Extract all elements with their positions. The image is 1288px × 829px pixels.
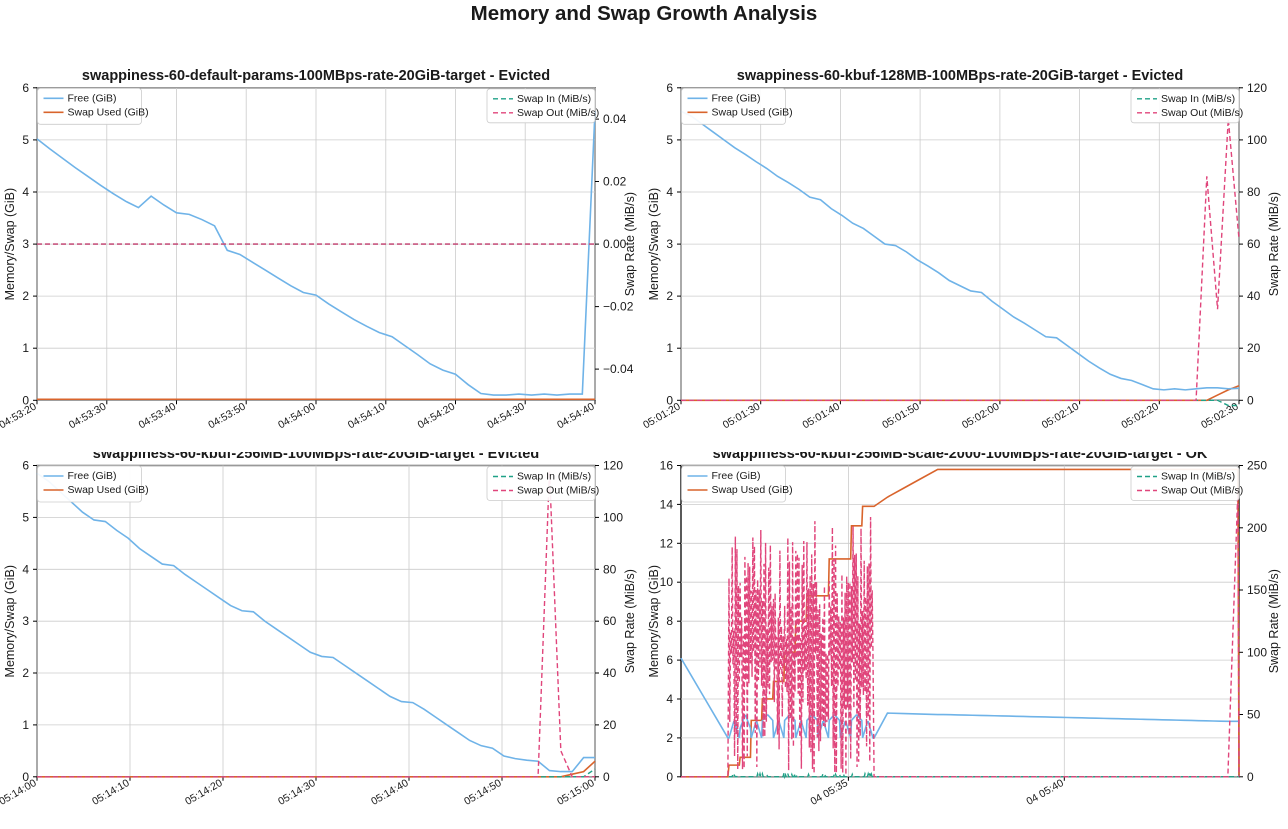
svg-text:6: 6 bbox=[22, 81, 29, 95]
svg-text:Free (GiB): Free (GiB) bbox=[68, 470, 117, 482]
svg-text:5: 5 bbox=[22, 133, 29, 147]
svg-text:Swap Rate (MiB/s): Swap Rate (MiB/s) bbox=[623, 569, 637, 673]
svg-text:80: 80 bbox=[1247, 185, 1261, 199]
svg-text:swappiness-60-default-params-1: swappiness-60-default-params-100MBps-rat… bbox=[82, 68, 550, 84]
svg-text:50: 50 bbox=[1247, 708, 1261, 722]
svg-text:2: 2 bbox=[22, 289, 29, 303]
svg-text:6: 6 bbox=[666, 653, 673, 667]
svg-text:Swap Rate (MiB/s): Swap Rate (MiB/s) bbox=[623, 192, 637, 296]
svg-text:1: 1 bbox=[666, 341, 673, 355]
svg-text:−0.02: −0.02 bbox=[603, 300, 634, 314]
svg-text:2: 2 bbox=[22, 666, 29, 680]
svg-text:0: 0 bbox=[603, 770, 610, 784]
svg-text:20: 20 bbox=[1247, 341, 1261, 355]
svg-text:0: 0 bbox=[1247, 393, 1254, 407]
svg-text:5: 5 bbox=[666, 133, 673, 147]
svg-text:3: 3 bbox=[666, 237, 673, 251]
svg-text:250: 250 bbox=[1247, 459, 1267, 473]
svg-text:80: 80 bbox=[603, 562, 617, 576]
svg-text:Swap Used (GiB): Swap Used (GiB) bbox=[712, 106, 793, 118]
svg-text:60: 60 bbox=[603, 614, 617, 628]
svg-text:Free (GiB): Free (GiB) bbox=[712, 470, 761, 482]
svg-text:100: 100 bbox=[1247, 645, 1267, 659]
svg-text:3: 3 bbox=[22, 237, 29, 251]
svg-text:3: 3 bbox=[22, 614, 29, 628]
svg-text:Swap In (MiB/s): Swap In (MiB/s) bbox=[1161, 93, 1235, 105]
svg-text:Swap Out (MiB/s): Swap Out (MiB/s) bbox=[517, 107, 599, 119]
svg-text:−0.04: −0.04 bbox=[603, 362, 634, 376]
svg-text:Memory/Swap (GiB): Memory/Swap (GiB) bbox=[647, 565, 661, 678]
svg-text:5: 5 bbox=[22, 510, 29, 524]
svg-text:4: 4 bbox=[666, 692, 673, 706]
svg-text:2: 2 bbox=[666, 289, 673, 303]
svg-text:1: 1 bbox=[22, 341, 29, 355]
svg-text:120: 120 bbox=[603, 459, 623, 473]
svg-text:Swap Rate (MiB/s): Swap Rate (MiB/s) bbox=[1267, 569, 1281, 673]
svg-text:Free (GiB): Free (GiB) bbox=[68, 92, 117, 104]
svg-text:1: 1 bbox=[22, 718, 29, 732]
svg-text:Swap Used (GiB): Swap Used (GiB) bbox=[712, 484, 793, 496]
svg-text:40: 40 bbox=[603, 666, 617, 680]
svg-text:100: 100 bbox=[1247, 133, 1267, 147]
svg-text:100: 100 bbox=[603, 510, 623, 524]
svg-text:Swap In (MiB/s): Swap In (MiB/s) bbox=[517, 93, 591, 105]
svg-text:10: 10 bbox=[660, 575, 674, 589]
svg-text:14: 14 bbox=[660, 497, 674, 511]
svg-text:Memory/Swap (GiB): Memory/Swap (GiB) bbox=[647, 188, 661, 301]
svg-text:Swap In (MiB/s): Swap In (MiB/s) bbox=[517, 471, 591, 483]
svg-text:4: 4 bbox=[666, 185, 673, 199]
svg-text:200: 200 bbox=[1247, 521, 1267, 535]
svg-text:150: 150 bbox=[1247, 583, 1267, 597]
svg-text:0.04: 0.04 bbox=[603, 112, 627, 126]
svg-text:Memory/Swap (GiB): Memory/Swap (GiB) bbox=[3, 565, 17, 678]
svg-text:20: 20 bbox=[603, 718, 617, 732]
svg-text:0.02: 0.02 bbox=[603, 175, 627, 189]
svg-text:Swap In (MiB/s): Swap In (MiB/s) bbox=[1161, 471, 1235, 483]
svg-text:4: 4 bbox=[22, 562, 29, 576]
svg-text:16: 16 bbox=[660, 459, 674, 473]
svg-text:Swap Used (GiB): Swap Used (GiB) bbox=[68, 484, 149, 496]
svg-text:4: 4 bbox=[22, 185, 29, 199]
svg-text:swappiness-60-kbuf-128MB-100MB: swappiness-60-kbuf-128MB-100MBps-rate-20… bbox=[737, 68, 1183, 84]
svg-text:Swap Out (MiB/s): Swap Out (MiB/s) bbox=[1161, 107, 1243, 119]
svg-text:0: 0 bbox=[1247, 770, 1254, 784]
svg-text:40: 40 bbox=[1247, 289, 1261, 303]
svg-text:Swap Used (GiB): Swap Used (GiB) bbox=[68, 106, 149, 118]
svg-text:6: 6 bbox=[22, 459, 29, 473]
svg-text:120: 120 bbox=[1247, 81, 1267, 95]
svg-text:6: 6 bbox=[666, 81, 673, 95]
svg-text:Swap Out (MiB/s): Swap Out (MiB/s) bbox=[517, 485, 599, 497]
svg-text:Swap Rate (MiB/s): Swap Rate (MiB/s) bbox=[1267, 192, 1281, 296]
svg-text:Free (GiB): Free (GiB) bbox=[712, 92, 761, 104]
svg-text:Memory/Swap (GiB): Memory/Swap (GiB) bbox=[3, 188, 17, 301]
svg-text:0: 0 bbox=[666, 770, 673, 784]
svg-text:2: 2 bbox=[666, 731, 673, 745]
svg-text:Swap Out (MiB/s): Swap Out (MiB/s) bbox=[1161, 485, 1243, 497]
svg-text:8: 8 bbox=[666, 614, 673, 628]
svg-text:60: 60 bbox=[1247, 237, 1261, 251]
svg-text:12: 12 bbox=[660, 536, 674, 550]
